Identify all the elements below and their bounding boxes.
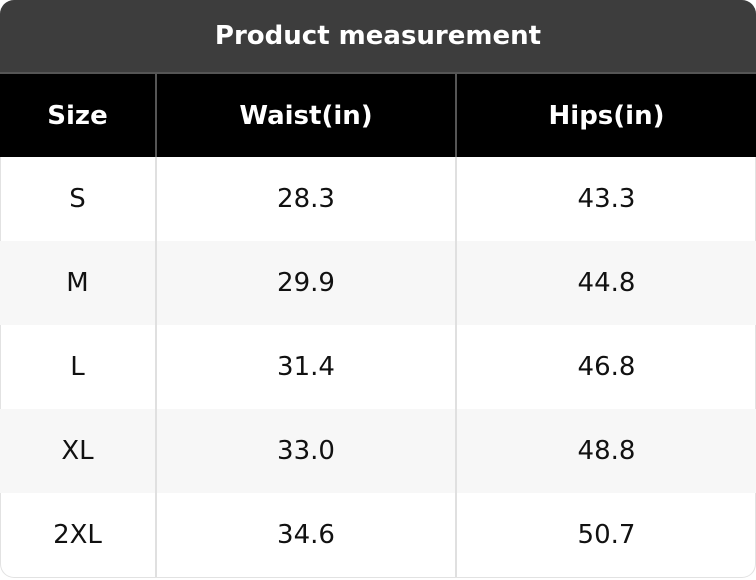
table-cell: S [69,184,86,214]
table-title: Product measurement [0,0,756,74]
table-cell: XL [61,436,94,466]
table-cell: 48.8 [455,409,756,493]
table-cell: 33.0 [155,409,455,493]
table-cell: 43.3 [455,157,756,241]
table-body: Size Waist(in) Hips(in) S 28.3 43.3 M 29.9 44.8 L… [0,74,756,577]
table-row: L 31.4 46.8 [0,325,756,409]
table-row: 2XL 34.6 50.7 [0,493,756,577]
header-cell: Hips(in) [455,74,756,157]
table-row: M 29.9 44.8 [0,241,756,325]
table-cell: 31.4 [155,325,455,409]
table-cell: 29.9 [155,241,455,325]
table-cell: 2XL [53,520,102,550]
table-cell: L [70,352,85,382]
header-cell: Waist(in) [155,74,455,157]
table-row: XL 33.0 48.8 [0,409,756,493]
table-cell: M [66,268,89,298]
table-cell: 28.3 [155,157,455,241]
table-cell: 50.7 [455,493,756,577]
table-cell: 34.6 [155,493,455,577]
header-cell: Size [47,100,108,131]
table-row: S 28.3 43.3 [0,157,756,241]
table-cell: 44.8 [455,241,756,325]
table-cell: 46.8 [455,325,756,409]
header-row: Size Waist(in) Hips(in) [0,74,756,157]
